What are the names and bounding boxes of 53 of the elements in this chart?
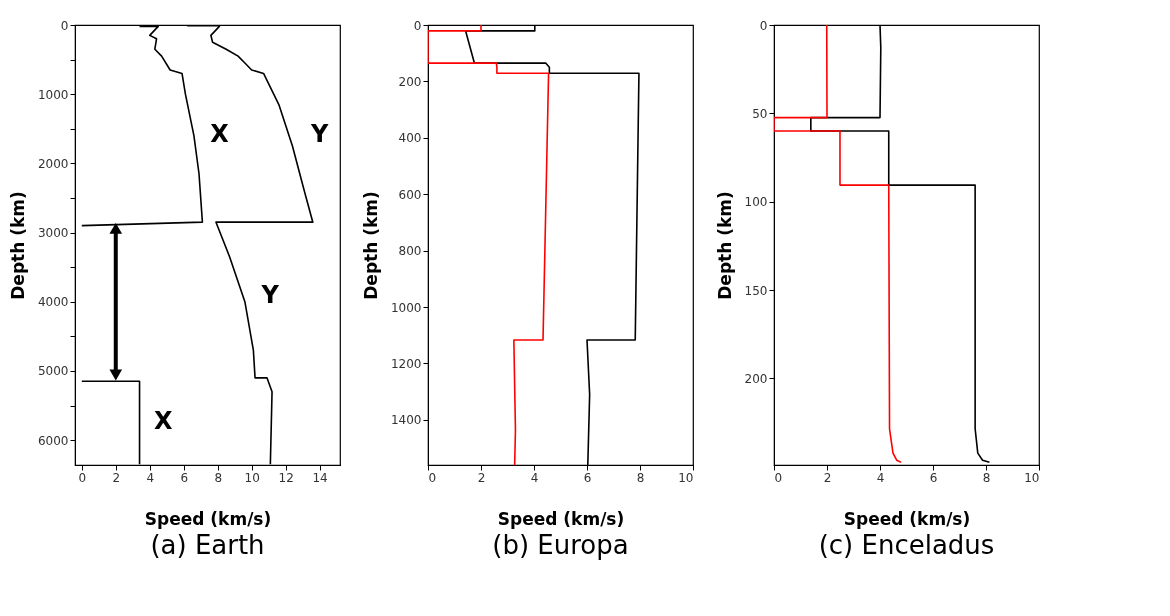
y-axis-title: Depth (km)	[360, 191, 381, 300]
y-tick-label: 200	[744, 371, 768, 386]
annotation: X	[210, 120, 230, 148]
x-tick-label: 2	[477, 470, 486, 485]
x-tick-label: 0	[78, 470, 87, 485]
x-tick-label: 2	[823, 470, 832, 485]
y-tick-label: 1400	[390, 413, 422, 428]
y-axis-title: Depth (km)	[714, 191, 735, 300]
y-tick-label: 0	[413, 18, 422, 33]
y-tick-label: 6000	[37, 433, 69, 448]
x-tick-label: 4	[530, 470, 539, 485]
x-axis-title: Speed (km/s)	[843, 508, 971, 529]
x-tick-label: 2	[112, 470, 121, 485]
x-tick-label: 8	[982, 470, 991, 485]
x-tick-label: 12	[278, 470, 294, 485]
annotation: Y	[309, 120, 329, 148]
x-tick-label: 4	[876, 470, 885, 485]
x-tick-label: 14	[312, 470, 328, 485]
y-tick-label: 200	[398, 74, 422, 89]
text: (a) Earth	[150, 530, 265, 560]
y-tick-label: 1000	[390, 300, 422, 315]
y-tick-label: 3000	[37, 226, 69, 241]
y-tick-label: 100	[744, 195, 768, 210]
annotation: Y	[260, 281, 280, 310]
x-tick-label: 10	[244, 470, 260, 485]
x-axis-title: Speed (km/s)	[497, 508, 625, 529]
y-tick-label: 800	[398, 244, 422, 259]
x-tick-label: 6	[929, 470, 938, 485]
y-tick-label: 5000	[37, 364, 69, 379]
y-tick-label: 600	[398, 187, 422, 202]
x-tick-label: 0	[428, 470, 437, 485]
y-tick-label: 50	[752, 106, 768, 121]
x-axis-title: Speed (km/s)	[144, 508, 272, 529]
y-tick-label: 0	[60, 18, 69, 33]
x-tick-label: 0	[774, 470, 783, 485]
y-tick-label: 150	[744, 283, 768, 298]
y-tick-label: 400	[398, 131, 422, 146]
annotation: X	[153, 407, 173, 436]
x-tick-label: 10	[678, 470, 694, 485]
x-tick-label: 8	[636, 470, 645, 485]
y-axis-title: Depth (km)	[7, 191, 28, 300]
x-tick-label: 8	[214, 470, 223, 485]
y-tick-label: 1000	[37, 87, 69, 102]
y-tick-label: 1200	[390, 356, 422, 371]
text: (b) Europa	[492, 530, 629, 560]
y-tick-label: 2000	[37, 156, 69, 171]
y-tick-label: 4000	[37, 295, 69, 310]
x-tick-label: 6	[180, 470, 189, 485]
y-tick-label: 0	[759, 18, 768, 33]
x-tick-label: 6	[583, 470, 592, 485]
x-tick-label: 10	[1024, 470, 1040, 485]
text: (c) Enceladus	[818, 530, 995, 560]
x-tick-label: 4	[146, 470, 155, 485]
